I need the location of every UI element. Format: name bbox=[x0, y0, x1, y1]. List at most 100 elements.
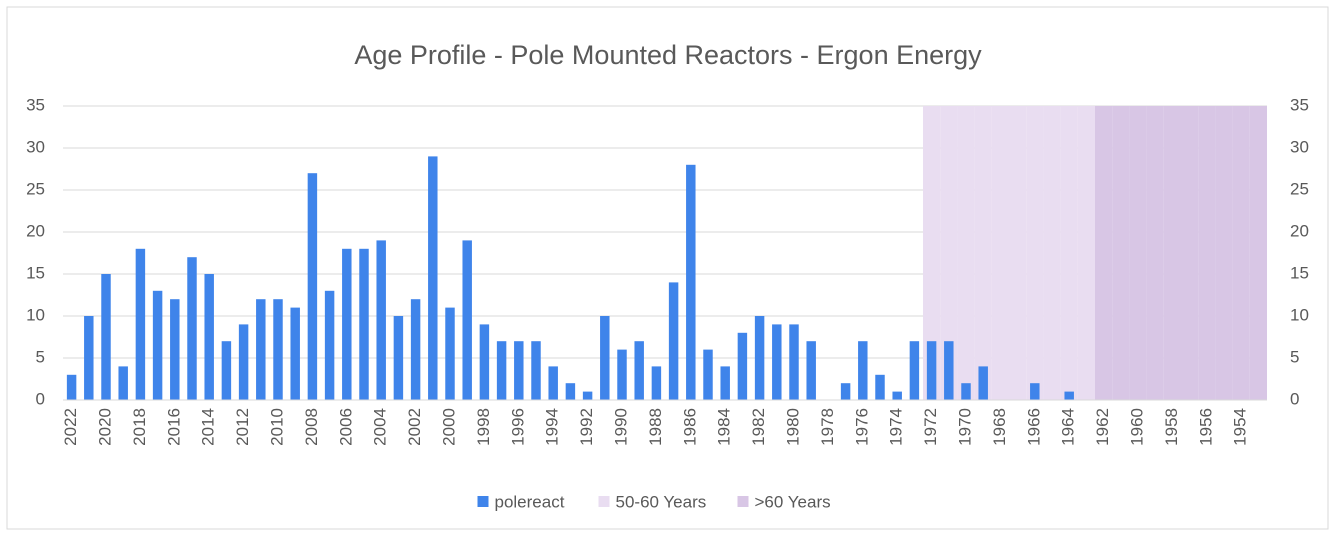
bar bbox=[926, 341, 937, 400]
x-tick-label: 2000 bbox=[439, 408, 458, 446]
y-tick-label: 20 bbox=[26, 221, 45, 240]
bar bbox=[376, 240, 386, 400]
x-tick-label: 1994 bbox=[543, 408, 562, 446]
bar bbox=[359, 248, 369, 400]
bar bbox=[789, 324, 799, 400]
x-tick-label: 1970 bbox=[955, 408, 974, 446]
band-bar bbox=[1198, 106, 1216, 400]
chart-title: Age Profile - Pole Mounted Reactors - Er… bbox=[354, 40, 982, 70]
y2-tick-label: 15 bbox=[1290, 263, 1309, 282]
bar bbox=[238, 324, 249, 400]
bar bbox=[1064, 391, 1074, 400]
bar bbox=[324, 290, 335, 400]
x-tick-label: 2022 bbox=[61, 408, 80, 446]
x-tick-label: 1992 bbox=[577, 408, 596, 446]
bar bbox=[393, 316, 404, 400]
x-tick-label: 1998 bbox=[474, 408, 493, 446]
x-tick-label: 2008 bbox=[302, 408, 321, 446]
bar bbox=[582, 391, 593, 400]
y-tick-label: 5 bbox=[36, 347, 45, 366]
x-tick-label: 1986 bbox=[680, 408, 699, 446]
x-tick-label: 1984 bbox=[715, 408, 734, 446]
legend-swatch bbox=[477, 496, 489, 507]
bar bbox=[428, 156, 438, 400]
bar bbox=[651, 366, 662, 400]
bar bbox=[703, 349, 713, 400]
bar bbox=[445, 307, 455, 400]
bar bbox=[772, 324, 782, 400]
bar bbox=[84, 316, 94, 400]
bar bbox=[342, 248, 352, 400]
band-bar bbox=[1026, 106, 1044, 400]
y-tick-label: 0 bbox=[36, 389, 45, 408]
bar bbox=[617, 349, 627, 400]
band-bar bbox=[1215, 106, 1233, 400]
x-tick-label: 1990 bbox=[611, 408, 630, 446]
band-bar bbox=[1077, 106, 1095, 400]
bar bbox=[66, 374, 77, 400]
band-bar bbox=[974, 106, 992, 400]
bar bbox=[273, 299, 283, 400]
y2-tick-label: 10 bbox=[1290, 305, 1309, 324]
x-tick-label: 2020 bbox=[95, 408, 114, 446]
x-tick-label: 1964 bbox=[1059, 408, 1078, 446]
band-bar bbox=[1163, 106, 1181, 400]
bar bbox=[668, 282, 679, 400]
legend-label: >60 Years bbox=[755, 492, 831, 511]
bar bbox=[944, 341, 954, 400]
x-tick-label: 2016 bbox=[164, 408, 183, 446]
band-bar bbox=[1043, 106, 1061, 400]
x-tick-label: 2002 bbox=[405, 408, 424, 446]
bar bbox=[514, 341, 524, 400]
bar bbox=[892, 391, 902, 400]
band-bar bbox=[991, 106, 1009, 400]
band-bar bbox=[940, 106, 958, 400]
bar bbox=[531, 341, 541, 400]
x-tick-label: 1956 bbox=[1196, 408, 1215, 446]
x-tick-label: 2012 bbox=[233, 408, 252, 446]
bar bbox=[462, 240, 472, 400]
y2-tick-label: 35 bbox=[1290, 95, 1309, 114]
y-tick-label: 25 bbox=[26, 179, 45, 198]
y2-tick-label: 30 bbox=[1290, 137, 1309, 156]
x-tick-label: 1972 bbox=[921, 408, 940, 446]
bar bbox=[118, 366, 128, 400]
band-bar bbox=[957, 106, 975, 400]
bar bbox=[307, 173, 318, 400]
bar bbox=[221, 341, 232, 400]
y-tick-label: 35 bbox=[26, 95, 45, 114]
bar bbox=[754, 316, 765, 400]
x-tick-label: 1968 bbox=[990, 408, 1009, 446]
bar bbox=[204, 274, 214, 400]
x-tick-label: 1958 bbox=[1162, 408, 1181, 446]
band-bar bbox=[1112, 106, 1130, 400]
bar bbox=[410, 299, 421, 400]
bar bbox=[135, 248, 146, 400]
band-bar bbox=[1249, 106, 1267, 400]
band-bar bbox=[1129, 106, 1147, 400]
legend-label: 50-60 Years bbox=[616, 492, 707, 511]
x-tick-label: 1988 bbox=[646, 408, 665, 446]
bar bbox=[875, 374, 885, 400]
bar bbox=[256, 299, 266, 400]
x-tick-label: 1962 bbox=[1093, 408, 1112, 446]
bar bbox=[634, 341, 644, 400]
bar bbox=[978, 366, 988, 400]
x-tick-label: 1976 bbox=[852, 408, 871, 446]
x-tick-label: 1974 bbox=[887, 408, 906, 446]
x-tick-label: 2018 bbox=[130, 408, 149, 446]
x-tick-label: 2010 bbox=[267, 408, 286, 446]
y2-tick-label: 0 bbox=[1290, 389, 1299, 408]
band-bar bbox=[1095, 106, 1113, 400]
bar bbox=[170, 299, 180, 400]
legend-label: polereact bbox=[495, 492, 565, 511]
legend-swatch bbox=[737, 496, 749, 507]
bar bbox=[720, 366, 730, 400]
bar bbox=[737, 332, 748, 400]
x-tick-label: 2006 bbox=[336, 408, 355, 446]
bar bbox=[496, 341, 507, 400]
bar bbox=[479, 324, 490, 400]
bar bbox=[840, 383, 851, 400]
bar bbox=[565, 383, 576, 400]
